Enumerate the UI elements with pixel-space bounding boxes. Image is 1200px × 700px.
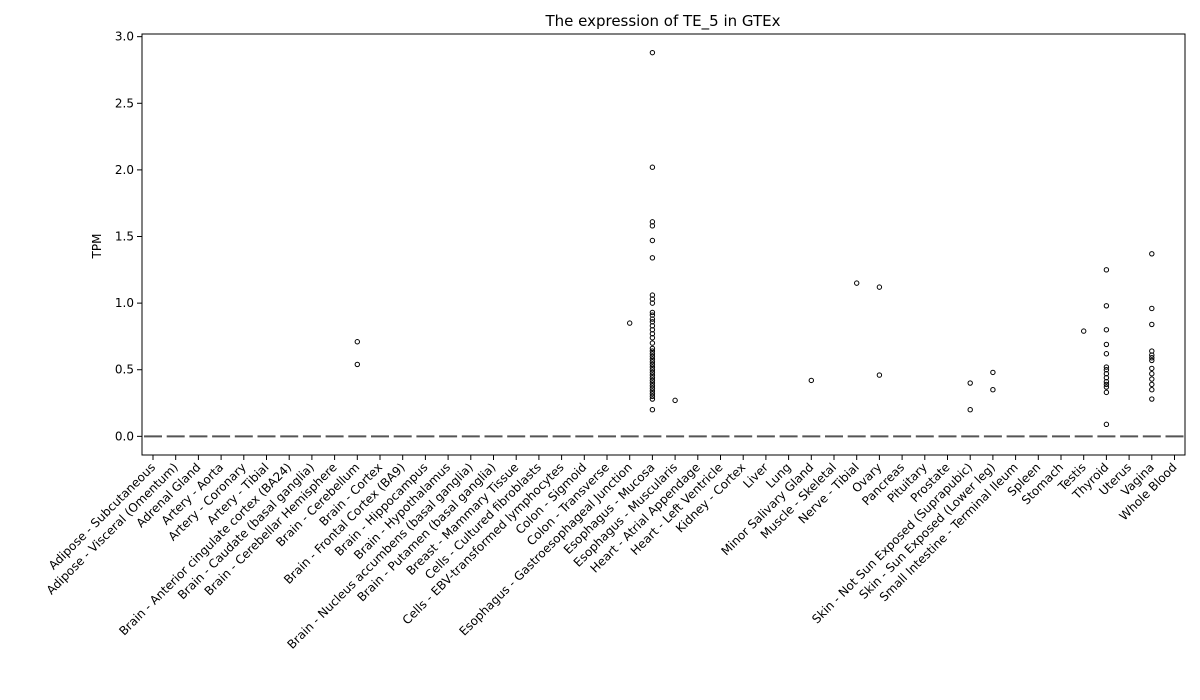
outlier-point [627,320,633,326]
outlier-point [1103,267,1110,273]
outlier-point [1149,396,1155,402]
outlier-point [649,372,656,378]
x-tick-label: Liver [740,460,771,491]
outlier-point [649,164,656,170]
outlier-point [649,377,656,384]
outlier-point [649,380,656,386]
y-tick-label: 2.0 [115,163,134,177]
outlier-point [967,407,973,413]
outlier-point [649,309,656,316]
outlier-point [1103,381,1110,388]
outlier-point [649,255,656,261]
outlier-point [649,396,656,402]
outlier-point [649,388,656,394]
outlier-point [649,237,656,244]
outlier-point [990,369,996,376]
outlier-point [854,280,860,286]
outlier-point [1149,365,1155,372]
outlier-point [649,367,656,373]
outlier-point [649,385,656,392]
outlier-point [1149,381,1155,388]
outlier-point [649,340,656,346]
outlier-point [967,380,973,386]
outlier-point [1149,321,1155,328]
outlier-point [1081,328,1087,334]
outlier-point [649,353,656,360]
outlier-point [876,372,883,378]
y-axis: 0.0 0.5 1.0 1.5 2.0 2.5 3.0 [115,30,142,443]
outlier-point [649,223,656,229]
outlier-point [649,393,656,400]
outlier-point [649,49,656,56]
outlier-point [649,391,656,397]
outlier-point [1103,389,1110,396]
outlier-point [1149,376,1155,382]
y-tick-label: 2.5 [115,96,134,110]
y-tick-label: 1.0 [115,296,134,310]
y-tick-label: 0.0 [115,429,134,443]
outlier-point [649,375,656,381]
outlier-point [1103,351,1110,357]
x-tick-label: Adipose - Visceral (Omentum) [44,460,181,597]
outlier-point [649,356,656,362]
outlier-point [1103,327,1110,333]
outlier-point [1149,355,1155,361]
outlier-point [1149,357,1155,364]
y-tick-label: 0.5 [115,363,134,377]
outlier-point [649,383,656,389]
outlier-point [354,339,360,345]
outlier-point [649,351,656,357]
y-axis-label: TPM [90,234,104,260]
y-tick-label: 3.0 [115,30,134,44]
outlier-point [1103,303,1110,309]
outlier-point [1149,352,1155,358]
outlier-point [649,300,656,306]
outlier-point [808,377,814,384]
outlier-point [1149,305,1155,312]
outlier-point [649,348,656,354]
outlier-point [990,387,996,393]
outlier-point [1103,364,1110,370]
y-tick-label: 1.5 [115,230,134,244]
outlier-point [1149,251,1155,257]
outlier-point [1149,387,1155,393]
outlier-point [1103,384,1110,390]
outlier-point [649,335,656,341]
outlier-point [1149,371,1155,377]
plot-frame [141,33,1186,456]
outlier-point [672,397,678,404]
outlier-point [649,345,656,352]
outlier-point [649,364,656,370]
outlier-point [649,407,656,413]
outlier-points [354,49,1155,428]
chart-title: The expression of TE_5 in GTEx [544,12,780,31]
outlier-point [1103,421,1110,428]
outlier-point [876,284,883,290]
outlier-point [354,361,360,368]
outlier-point [649,361,656,368]
outlier-point [649,359,656,365]
outlier-point [649,316,656,322]
outlier-point [1103,341,1110,348]
outlier-point [649,369,656,376]
outlier-point [1103,379,1110,385]
